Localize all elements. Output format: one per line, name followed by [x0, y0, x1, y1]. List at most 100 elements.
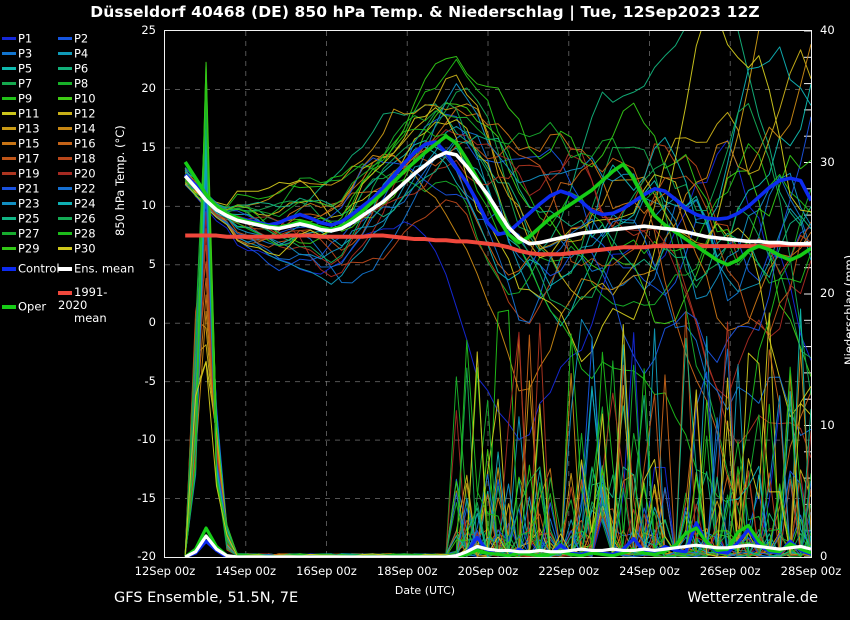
legend-label: P30	[74, 241, 96, 256]
y-axis-tick-left: -5	[144, 373, 156, 388]
legend-item-control: Control	[2, 260, 60, 276]
legend-swatch-icon	[2, 172, 16, 175]
legend-label: Oper	[18, 299, 47, 314]
legend-swatch-icon	[2, 247, 16, 250]
oper-precip-line	[184, 523, 811, 557]
legend-swatch-icon	[2, 142, 16, 145]
legend-label: P10	[74, 91, 96, 106]
legend-label: P17	[18, 151, 40, 166]
legend-swatch-icon	[2, 157, 16, 160]
legend-swatch-icon	[58, 127, 72, 130]
legend-item-p13: P13	[2, 120, 40, 136]
legend-swatch-icon	[2, 127, 16, 130]
legend-label: P12	[74, 106, 96, 121]
legend-item-p20: P20	[58, 165, 96, 181]
y-axis-tick-left: 15	[141, 139, 156, 154]
ensemble-member-temp-p30	[184, 31, 811, 363]
ensemble-member-precip-p7	[184, 111, 811, 557]
y-axis-tick-left: 25	[141, 23, 156, 37]
x-axis-label: Date (UTC)	[394, 584, 456, 597]
y-axis-label-left: 850 hPa Temp. (°C)	[113, 125, 127, 236]
legend-label: P16	[74, 136, 96, 151]
legend-item-p28: P28	[58, 225, 96, 241]
footer-right: Wetterzentrale.de	[687, 590, 818, 606]
x-axis-tick: 20Sep 00z	[457, 564, 519, 578]
control-temp-line	[183, 140, 811, 237]
legend-item-p3: P3	[2, 45, 32, 61]
plot-canvas	[165, 31, 811, 557]
legend-item-p24: P24	[58, 195, 96, 211]
ensemble-member-temp-p25	[184, 135, 811, 282]
legend-label: P14	[74, 121, 96, 136]
legend-label: P21	[18, 181, 40, 196]
legend-item-p9: P9	[2, 90, 32, 106]
legend-label: P24	[74, 196, 96, 211]
legend-item-p21: P21	[2, 180, 40, 196]
x-axis-tick: 26Sep 00z	[699, 564, 761, 578]
ensemble-member-temp-p18	[185, 143, 811, 325]
legend-swatch-icon	[58, 37, 72, 40]
ens-mean-temp-line	[183, 150, 811, 246]
legend-item-p18: P18	[58, 150, 96, 166]
ensemble-member-temp-p7	[184, 87, 811, 359]
legend-item-p6: P6	[58, 60, 88, 76]
legend-label: P23	[18, 196, 40, 211]
climatology-mean-line	[185, 233, 811, 257]
y-axis-tick-left: -20	[137, 549, 156, 563]
legend-label: P26	[74, 211, 96, 226]
legend-label: P25	[18, 211, 40, 226]
legend-swatch-icon	[2, 97, 16, 100]
x-axis-tick: 28Sep 00z	[780, 564, 842, 578]
legend-swatch-icon	[58, 67, 72, 70]
ensemble-member-temp-p24	[184, 46, 811, 287]
x-axis-tick: 18Sep 00z	[376, 564, 438, 578]
legend-item-p4: P4	[58, 45, 88, 61]
footer-left: GFS Ensemble, 51.5N, 7E	[114, 590, 299, 606]
legend-label: 1991-2020	[58, 285, 108, 312]
legend-swatch-icon	[58, 82, 72, 85]
legend-swatch-icon	[58, 142, 72, 145]
legend-label: P3	[18, 46, 33, 61]
ensemble-member-precip-p26	[184, 112, 811, 557]
legend-swatch-icon	[58, 52, 72, 55]
legend-label: P29	[18, 241, 40, 256]
ensemble-member-temp-p23	[184, 83, 811, 300]
legend-label: P22	[74, 181, 96, 196]
legend-item-p5: P5	[2, 60, 32, 76]
legend-item-p8: P8	[58, 75, 88, 91]
legend-item-p14: P14	[58, 120, 96, 136]
y-axis-tick-right: 20	[820, 286, 835, 300]
legend-swatch-icon	[58, 157, 72, 160]
legend-swatch-icon	[2, 304, 16, 309]
y-axis-tick-left: -15	[137, 490, 156, 505]
ensemble-member-temp-p27	[184, 110, 751, 557]
legend-item-p16: P16	[58, 135, 96, 151]
x-axis-tick: 22Sep 00z	[538, 564, 600, 578]
legend-swatch-icon	[2, 217, 16, 220]
legend-item-p10: P10	[58, 90, 96, 106]
legend-swatch-icon	[58, 97, 72, 100]
x-axis-tick: 12Sep 00z	[134, 564, 196, 578]
legend-item-p25: P25	[2, 210, 40, 226]
ensemble-member-precip-p17	[184, 261, 811, 557]
legend-label: P20	[74, 166, 96, 181]
legend-item-p22: P22	[58, 180, 96, 196]
legend-label: Ens. mean	[74, 261, 135, 276]
legend-item-p17: P17	[2, 150, 40, 166]
legend-label-line2: mean	[74, 311, 107, 325]
ensemble-member-precip-p21	[184, 195, 811, 557]
legend: P1 P2 P3 P4 P5 P6 P7 P8 P9 P10 P11 P12 P13 P14 P15 P16 P…	[0, 30, 134, 325]
legend-label: P13	[18, 121, 40, 136]
y-axis-tick-left: 20	[141, 81, 156, 96]
legend-label: P7	[18, 76, 33, 91]
ensemble-member-temp-p19	[184, 147, 811, 458]
legend-swatch-icon	[2, 202, 16, 205]
legend-item-p26: P26	[58, 210, 96, 226]
legend-swatch-icon	[2, 266, 16, 271]
legend-item-p2: P2	[58, 30, 88, 46]
legend-label: P27	[18, 226, 40, 241]
legend-item-mean: Ens. mean	[58, 260, 134, 276]
legend-label: P4	[74, 46, 89, 61]
legend-swatch-icon	[58, 232, 72, 235]
